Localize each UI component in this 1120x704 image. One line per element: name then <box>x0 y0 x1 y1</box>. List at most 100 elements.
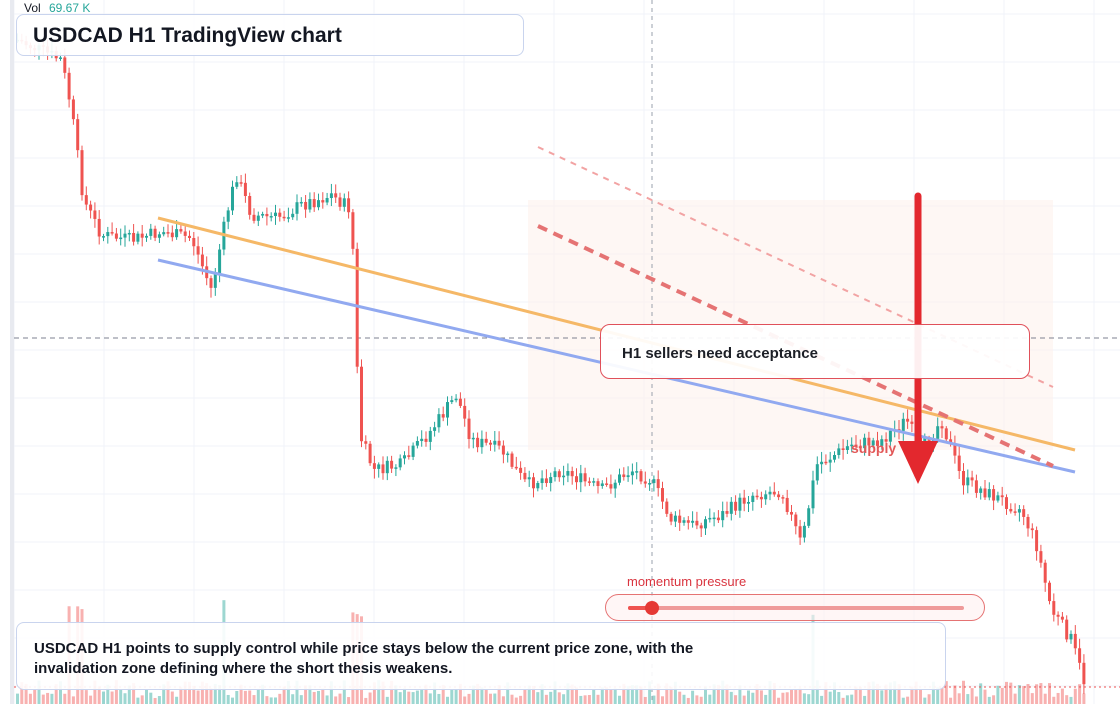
volume-bar <box>175 696 179 704</box>
volume-bar <box>785 692 789 704</box>
candle-body <box>89 204 93 211</box>
volume-bar <box>871 681 875 704</box>
volume-bar <box>648 681 652 704</box>
volume-bar <box>570 684 574 704</box>
volume-bar <box>450 689 454 704</box>
candle-body <box>716 517 720 521</box>
volume-bar <box>927 694 931 704</box>
candle-body <box>239 182 243 184</box>
candle-body <box>226 210 230 222</box>
candle-body <box>312 199 316 208</box>
candle-body <box>368 443 372 464</box>
candle-body <box>510 453 514 467</box>
volume-bar <box>794 689 798 704</box>
candle-body <box>1013 511 1017 513</box>
candle-body <box>450 400 454 403</box>
volume-bar <box>183 681 187 704</box>
volume-bar <box>127 685 131 704</box>
volume-bar <box>308 685 312 704</box>
candle-body <box>562 475 566 478</box>
candle-body <box>157 234 161 238</box>
volume-bar <box>1078 684 1082 704</box>
candle-body <box>665 501 669 514</box>
volume-bar <box>919 688 922 704</box>
candle-body <box>519 467 523 473</box>
candle-body <box>910 421 914 424</box>
candle-body <box>493 440 497 445</box>
volume-bar <box>338 693 342 704</box>
volume-bar <box>596 694 600 704</box>
candle-body <box>106 232 110 237</box>
volume-bar <box>751 692 755 704</box>
candle-body <box>501 445 505 455</box>
candle-body <box>114 233 118 239</box>
volume-bar <box>110 691 114 704</box>
volume-bar <box>329 681 333 704</box>
candle-body <box>372 463 376 469</box>
candle-body <box>721 511 725 521</box>
volume-bar <box>299 695 303 704</box>
candle-body <box>691 520 695 523</box>
volume-bar <box>807 694 811 704</box>
candle-body <box>274 212 277 217</box>
candle-body <box>630 471 634 476</box>
candle-body <box>901 418 905 431</box>
volume-bar <box>286 680 290 704</box>
candle-body <box>824 461 828 464</box>
candle-body <box>248 196 252 215</box>
volume-bar <box>656 683 660 704</box>
candle-body <box>867 437 871 446</box>
candle-body <box>231 186 234 211</box>
candle-body <box>858 446 862 449</box>
candle-body <box>188 235 191 238</box>
volume-bar <box>385 696 389 704</box>
volume-bar <box>304 685 308 704</box>
volume-bar <box>514 697 518 704</box>
candle-body <box>570 471 574 477</box>
volume-bar <box>162 684 166 704</box>
candle-body <box>1000 495 1004 498</box>
candle-body <box>514 466 518 469</box>
volume-bar <box>665 683 669 704</box>
candle-body <box>815 464 819 481</box>
candle-body <box>566 471 570 476</box>
volume-bar <box>1056 692 1060 704</box>
candle-body <box>377 464 381 469</box>
volume-bar <box>231 697 234 704</box>
volume-bar <box>1073 688 1077 704</box>
candle-body <box>342 198 346 207</box>
candle-body <box>334 193 338 198</box>
volume-bar <box>553 681 557 704</box>
volume-bar <box>291 694 295 704</box>
volume-bar <box>850 694 854 704</box>
candle-body <box>1048 582 1051 602</box>
volume-bar <box>123 693 127 704</box>
candle-body <box>944 428 948 440</box>
volume-bar <box>63 693 67 704</box>
candle-body <box>609 484 613 489</box>
candle-body <box>256 215 260 221</box>
candle-body <box>209 278 213 288</box>
candle-body <box>97 218 101 237</box>
volume-bar <box>97 686 101 704</box>
volume-bar <box>880 690 884 704</box>
volume-bar <box>235 690 239 704</box>
volume-bar <box>764 694 768 704</box>
candle-body <box>557 471 561 478</box>
momentum-slider[interactable] <box>605 594 985 621</box>
volume-bar <box>274 697 277 704</box>
volume-bar <box>1017 685 1021 704</box>
candle-body <box>678 515 682 523</box>
slider-knob[interactable] <box>644 601 659 615</box>
volume-bar <box>781 692 785 704</box>
volume-bar <box>46 692 50 704</box>
candle-body <box>622 474 626 478</box>
candle-body <box>953 443 957 456</box>
volume-bar <box>815 680 819 704</box>
volume-bar <box>106 684 110 704</box>
candle-body <box>1056 614 1060 617</box>
volume-bar <box>592 689 596 704</box>
chart-title: USDCAD H1 TradingView chart <box>33 24 342 47</box>
volume-bar <box>317 690 320 704</box>
candle-body <box>1069 633 1073 640</box>
